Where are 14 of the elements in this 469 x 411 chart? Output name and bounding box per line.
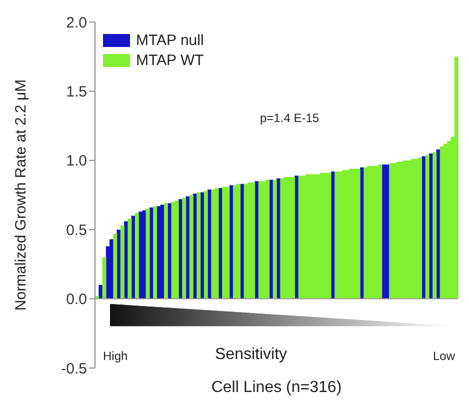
x-axis-title: Cell Lines (n=316) xyxy=(210,379,343,397)
legend-label: MTAP WT xyxy=(136,52,204,68)
annotation: Low xyxy=(433,348,456,363)
y-axis-title: Normalized Growth Rate at 2.2 μM xyxy=(12,79,30,311)
annotation: Sensitivity xyxy=(215,346,288,364)
legend-label: MTAP null xyxy=(136,32,204,48)
y-tick-label: 1.5 xyxy=(66,84,87,101)
y-tick-label: -0.5 xyxy=(61,360,87,378)
y-tick-label: 1.0 xyxy=(66,152,87,170)
y-tick-label: 2.0 xyxy=(66,14,87,32)
annotation: p=1.4 E-15 xyxy=(260,110,320,125)
annotation: High xyxy=(103,348,128,363)
y-tick-label: 0.5 xyxy=(66,222,87,239)
y-tick-label: 0.0 xyxy=(66,291,87,308)
